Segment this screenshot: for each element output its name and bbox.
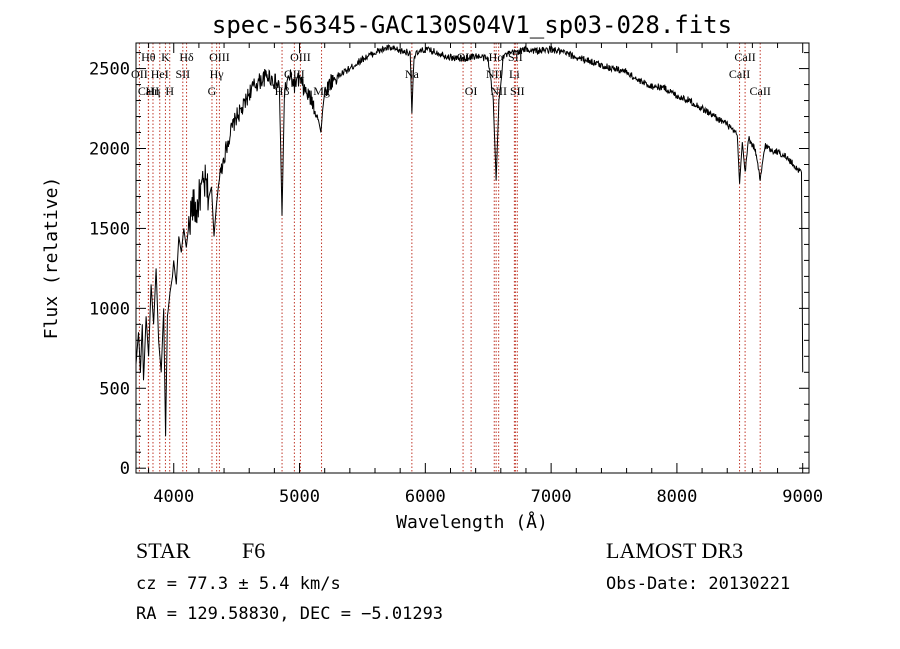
marker-label-10: Hγ [210,67,225,81]
marker-label-14: OIII [290,50,311,64]
plot-frame [135,42,810,474]
spectrum-line [135,43,804,437]
marker-label-22: Li [509,67,520,81]
marker-label-27: CaII [750,84,771,98]
marker-label-1: Hθ [141,50,156,64]
x-tick-label-8000: 8000 [656,487,697,507]
redshift-cz: cz = 77.3 ± 5.4 km/s [136,574,341,594]
marker-label-3: Hη [146,84,161,98]
ra-dec: RA = 129.58830, DEC = −5.01293 [136,604,444,624]
marker-label-21: NII [490,84,507,98]
marker-label-19: NII [486,67,503,81]
marker-label-5: K [161,50,170,64]
obs-date: Obs-Date: 20130221 [606,574,791,594]
y-tick-label-2000: 2000 [89,140,130,160]
marker-label-20: Hα [489,50,505,64]
x-axis-ticks: 4000 5000 6000 7000 8000 9000 [148,43,823,507]
x-axis-label: Wavelength (Å) [396,511,548,533]
spectrum-series [135,43,804,437]
chart-title: spec-56345-GAC130S04V1_sp03-028.fits [212,11,732,39]
marker-label-0: OII [131,67,148,81]
y-tick-label-1500: 1500 [89,219,130,239]
x-tick-label-7000: 7000 [531,487,572,507]
marker-label-16: Na [405,67,420,81]
y-tick-label-2500: 2500 [89,60,130,80]
marker-label-12: Hβ [275,84,290,98]
x-tick-label-5000: 5000 [279,487,320,507]
line-markers [138,43,761,473]
survey-label: LAMOST DR3 [606,538,744,563]
marker-label-18: OI [465,84,478,98]
x-tick-label-6000: 6000 [405,487,446,507]
marker-label-24: SII [510,84,525,98]
marker-label-6: H [165,84,174,98]
object-class: STAR [136,538,191,563]
marker-label-2: CaII [138,84,159,98]
object-subclass: F6 [242,538,266,563]
x-tick-label-9000: 9000 [782,487,823,507]
marker-label-11: OIII [209,50,230,64]
y-tick-label-1000: 1000 [89,299,130,319]
marker-label-7: SII [175,67,190,81]
marker-label-26: CaII [734,50,755,64]
x-tick-label-4000: 4000 [153,487,194,507]
marker-label-8: Hδ [179,50,194,64]
y-axis-label: Flux (relative) [41,177,62,340]
marker-label-25: CaII [729,67,750,81]
y-tick-label-500: 500 [99,379,130,399]
marker-label-9: G [208,84,217,98]
marker-label-4: HeI [151,67,169,81]
y-axis-ticks: 0 500 1000 1500 2000 2500 [89,52,809,479]
y-tick-label-0: 0 [120,459,130,479]
